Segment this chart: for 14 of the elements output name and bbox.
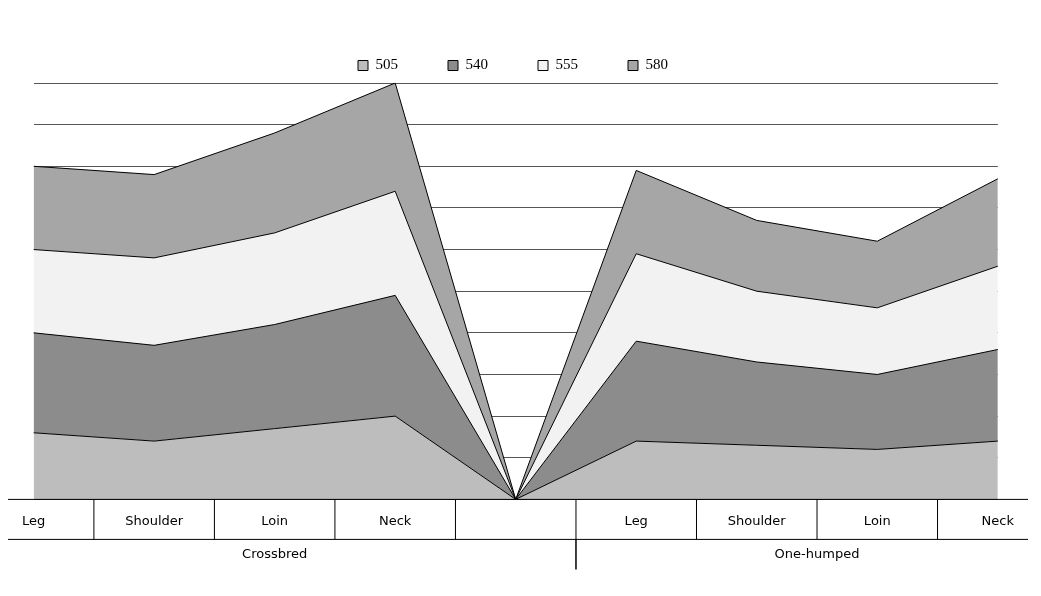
x-tick-label: Shoulder xyxy=(125,512,184,528)
legend-label: 505 xyxy=(375,56,398,73)
x-tick-label: Neck xyxy=(378,512,412,528)
x-tick-label: Leg xyxy=(624,512,648,528)
legend-label: 540 xyxy=(465,56,488,73)
x-tick-label: Loin xyxy=(863,512,891,528)
text: Crossbred xyxy=(242,545,308,561)
x-tick-label: Loin xyxy=(261,512,289,528)
x-tick-label: Leg xyxy=(22,512,46,528)
legend-label: 555 xyxy=(555,56,578,73)
text: One-humped xyxy=(774,545,860,561)
x-tick-label: Shoulder xyxy=(727,512,787,528)
legend-label: 580 xyxy=(645,56,668,73)
x-tick-label: Neck xyxy=(981,512,1015,528)
